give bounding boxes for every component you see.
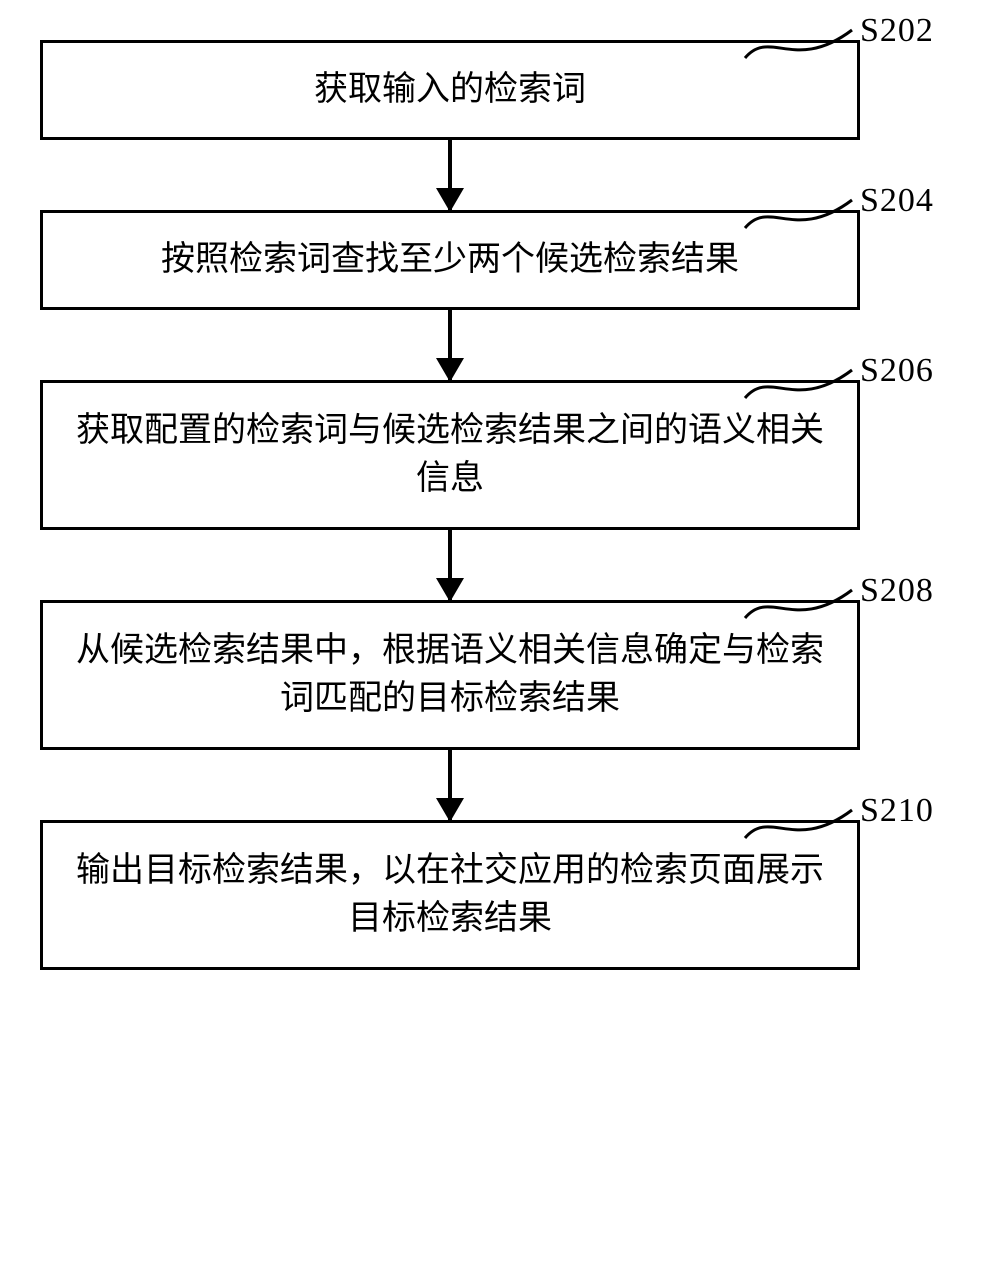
flowchart-arrow <box>40 140 860 210</box>
step-text: 获取配置的检索词与候选检索结果之间的语义相关信息 <box>73 407 827 502</box>
step-box: 按照检索词查找至少两个候选检索结果 <box>40 210 860 310</box>
step-text: 获取输入的检索词 <box>314 66 586 114</box>
flowchart-step: 从候选检索结果中，根据语义相关信息确定与检索词匹配的目标检索结果S208 <box>40 600 968 750</box>
flowchart-step: 获取输入的检索词S202 <box>40 40 968 140</box>
step-box: 从候选检索结果中，根据语义相关信息确定与检索词匹配的目标检索结果 <box>40 600 860 750</box>
step-text: 输出目标检索结果，以在社交应用的检索页面展示目标检索结果 <box>73 847 827 942</box>
label-connector-curve <box>740 188 860 238</box>
label-connector-curve <box>740 798 860 848</box>
flowchart-arrow <box>40 750 860 820</box>
step-label: S202 <box>860 12 934 50</box>
flowchart-step: 输出目标检索结果，以在社交应用的检索页面展示目标检索结果S210 <box>40 820 968 970</box>
step-label: S204 <box>860 182 934 220</box>
step-label-text: S208 <box>860 572 934 609</box>
label-connector-curve <box>740 18 860 68</box>
step-label-text: S210 <box>860 792 934 829</box>
step-box: 输出目标检索结果，以在社交应用的检索页面展示目标检索结果 <box>40 820 860 970</box>
flowchart-arrow <box>40 530 860 600</box>
step-label-text: S204 <box>860 182 934 219</box>
step-box: 获取配置的检索词与候选检索结果之间的语义相关信息 <box>40 380 860 530</box>
flowchart-step: 按照检索词查找至少两个候选检索结果S204 <box>40 210 968 310</box>
flowchart-step: 获取配置的检索词与候选检索结果之间的语义相关信息S206 <box>40 380 968 530</box>
label-connector-curve <box>740 578 860 628</box>
flowchart-container: 获取输入的检索词S202按照检索词查找至少两个候选检索结果S204获取配置的检索… <box>40 40 968 970</box>
step-label-text: S202 <box>860 12 934 49</box>
step-label: S210 <box>860 792 934 830</box>
flowchart-arrow <box>40 310 860 380</box>
step-label: S208 <box>860 572 934 610</box>
step-label-text: S206 <box>860 352 934 389</box>
step-text: 按照检索词查找至少两个候选检索结果 <box>161 236 739 284</box>
step-box: 获取输入的检索词 <box>40 40 860 140</box>
step-text: 从候选检索结果中，根据语义相关信息确定与检索词匹配的目标检索结果 <box>73 627 827 722</box>
label-connector-curve <box>740 358 860 408</box>
step-label: S206 <box>860 352 934 390</box>
